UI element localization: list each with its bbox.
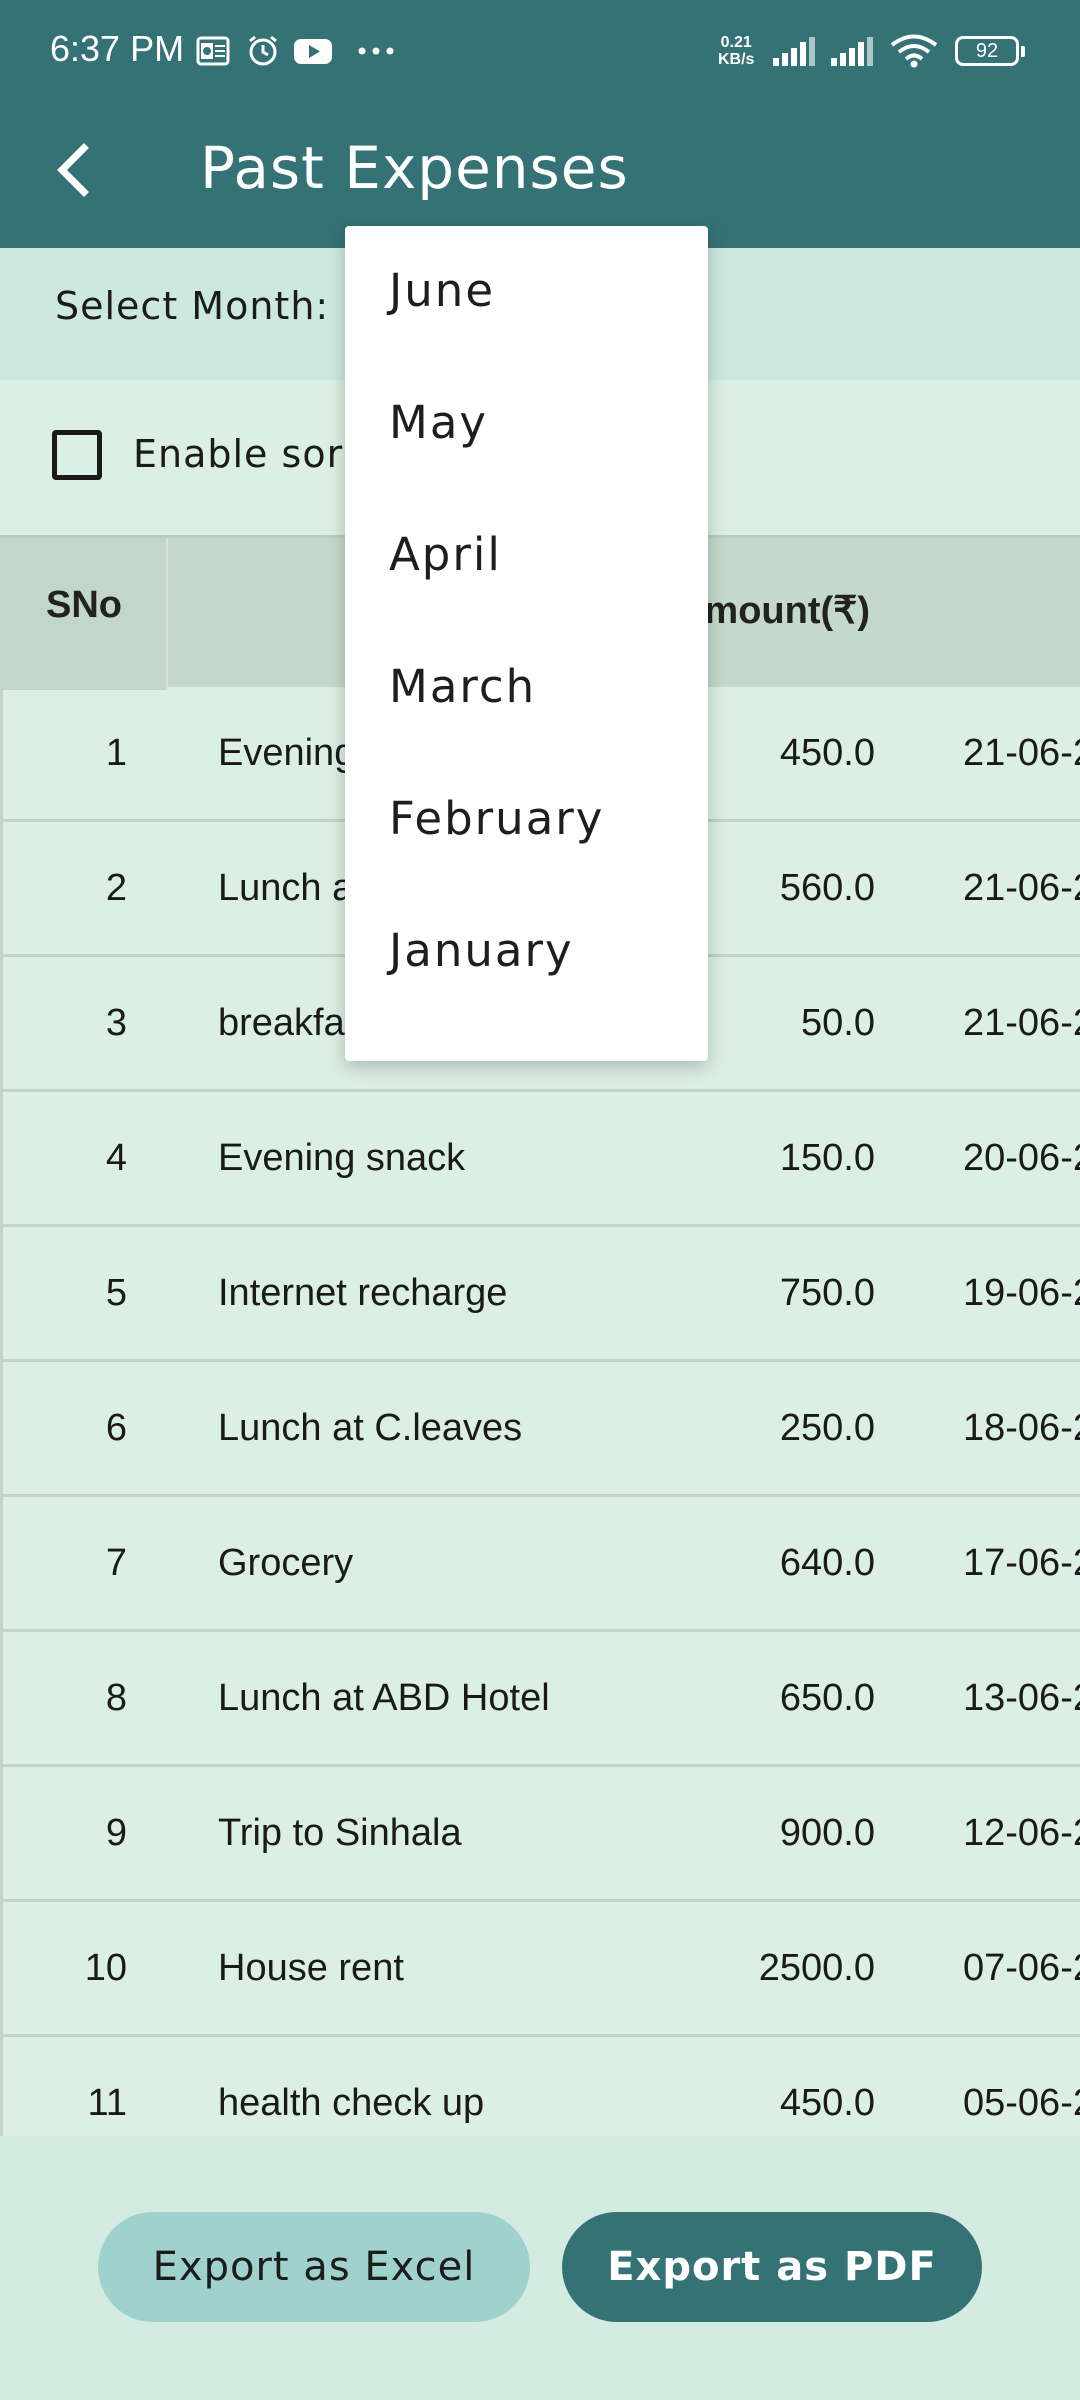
cell-amount: 750.0 xyxy=(779,1272,875,1314)
export-excel-button[interactable]: Export as Excel xyxy=(98,2212,530,2322)
page-title: Past Expenses xyxy=(200,134,629,202)
cell-date: 17-06-2 xyxy=(963,1542,1080,1584)
cell-description: Evening xyxy=(218,732,356,774)
table-row[interactable]: 10 House rent 2500.0 07-06-2 xyxy=(0,1902,1080,2037)
cell-sno: 8 xyxy=(105,1677,127,1719)
cell-amount: 450.0 xyxy=(779,732,875,774)
export-pdf-button[interactable]: Export as PDF xyxy=(562,2212,982,2322)
month-option-may[interactable]: May xyxy=(389,396,489,449)
cell-amount: 640.0 xyxy=(779,1542,875,1584)
signal-icon xyxy=(831,37,873,66)
table-row[interactable]: 8 Lunch at ABD Hotel 650.0 13-06-2 xyxy=(0,1632,1080,1767)
cell-sno: 1 xyxy=(105,732,127,774)
cell-description: Lunch a xyxy=(218,867,354,909)
cell-amount: 50.0 xyxy=(801,1002,875,1044)
wifi-icon xyxy=(890,34,938,68)
cell-amount: 2500.0 xyxy=(758,1947,875,1989)
cell-date: 21-06-2 xyxy=(963,1002,1080,1044)
cell-sno: 2 xyxy=(105,867,127,909)
column-header-sno[interactable]: SNo xyxy=(0,538,168,690)
cell-sno: 10 xyxy=(84,1947,127,1989)
cell-date: 18-06-2 xyxy=(963,1407,1080,1449)
cell-amount: 250.0 xyxy=(779,1407,875,1449)
table-row[interactable]: 5 Internet recharge 750.0 19-06-2 xyxy=(0,1227,1080,1362)
cell-date: 19-06-2 xyxy=(963,1272,1080,1314)
cell-amount: 560.0 xyxy=(779,867,875,909)
month-dropdown-menu: June May April March February January xyxy=(345,226,708,1061)
cell-description: breakfa xyxy=(218,1002,345,1044)
cell-date: 20-06-2 xyxy=(963,1137,1080,1179)
cell-sno: 11 xyxy=(87,2082,127,2124)
cell-date: 07-06-2 xyxy=(963,1947,1080,1989)
month-option-june[interactable]: June xyxy=(389,264,495,317)
month-option-february[interactable]: February xyxy=(389,792,605,845)
cell-description: Internet recharge xyxy=(218,1272,508,1314)
cell-description: Lunch at ABD Hotel xyxy=(218,1677,550,1719)
table-row[interactable]: 6 Lunch at C.leaves 250.0 18-06-2 xyxy=(0,1362,1080,1497)
cell-amount: 900.0 xyxy=(779,1812,875,1854)
table-row[interactable]: 4 Evening snack 150.0 20-06-2 xyxy=(0,1092,1080,1227)
cell-sno: 5 xyxy=(105,1272,127,1314)
cell-date: 21-06-2 xyxy=(963,867,1080,909)
header: 6:37 PM 0.21 KB/ xyxy=(0,0,1080,248)
enable-sort-label[interactable]: Enable sor xyxy=(133,432,344,476)
status-bar: 6:37 PM 0.21 KB/ xyxy=(0,0,1080,104)
cell-sno: 4 xyxy=(105,1137,127,1179)
cell-amount: 650.0 xyxy=(779,1677,875,1719)
table-row[interactable]: 11 health check up 450.0 05-06-2 xyxy=(0,2037,1080,2136)
cell-description: health check up xyxy=(218,2082,485,2124)
cell-date: 05-06-2 xyxy=(963,2082,1080,2124)
cell-sno: 7 xyxy=(105,1542,127,1584)
back-arrow-icon[interactable] xyxy=(40,134,112,206)
cell-date: 13-06-2 xyxy=(963,1677,1080,1719)
cell-description: Trip to Sinhala xyxy=(218,1812,462,1854)
more-icon xyxy=(358,47,394,55)
month-option-april[interactable]: April xyxy=(389,528,502,581)
sort-row: Enable sor xyxy=(0,380,1080,536)
network-speed-value: 0.21 xyxy=(720,34,752,51)
cell-sno: 9 xyxy=(105,1812,127,1854)
signal-icon xyxy=(773,37,815,66)
cell-description: Evening snack xyxy=(218,1137,466,1179)
table-row[interactable]: 7 Grocery 640.0 17-06-2 xyxy=(0,1497,1080,1632)
table-row[interactable]: 9 Trip to Sinhala 900.0 12-06-2 xyxy=(0,1767,1080,1902)
cell-amount: 450.0 xyxy=(779,2082,875,2124)
month-option-january[interactable]: January xyxy=(389,924,574,977)
cell-sno: 3 xyxy=(105,1002,127,1044)
bottom-actions: Export as Excel Export as PDF xyxy=(0,2136,1080,2400)
enable-sort-checkbox[interactable] xyxy=(52,430,102,480)
network-speed-unit: KB/s xyxy=(718,51,755,68)
alarm-icon xyxy=(249,35,277,66)
outlook-icon xyxy=(196,36,230,66)
month-option-march[interactable]: March xyxy=(389,660,537,713)
cell-description: Lunch at C.leaves xyxy=(218,1407,523,1449)
cell-date: 12-06-2 xyxy=(963,1812,1080,1854)
app-bar: Past Expenses xyxy=(0,104,1080,248)
cell-description: Grocery xyxy=(218,1542,354,1584)
column-header-amount[interactable]: Amount(₹) xyxy=(676,590,870,632)
cell-amount: 150.0 xyxy=(779,1137,875,1179)
cell-description: House rent xyxy=(218,1947,404,1989)
battery-indicator: 92 xyxy=(955,36,1025,66)
select-month-label: Select Month: xyxy=(55,284,330,328)
network-speed: 0.21 KB/s xyxy=(718,34,754,68)
youtube-icon xyxy=(294,39,332,64)
cell-sno: 6 xyxy=(105,1407,127,1449)
status-time: 6:37 PM xyxy=(50,28,185,69)
cell-date: 21-06-2 xyxy=(963,732,1080,774)
table-row[interactable]: 3 breakfa 50.0 21-06-2 xyxy=(0,957,1080,1092)
